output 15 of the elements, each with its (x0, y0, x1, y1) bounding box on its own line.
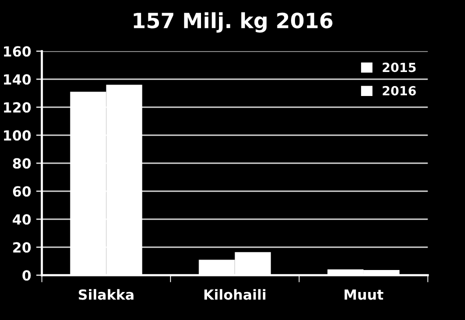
y-tick-label: 100 (4, 130, 31, 141)
x-tick-label: Silakka (78, 289, 134, 300)
y-tick-label: 120 (4, 102, 31, 113)
y-tick-label: 60 (12, 186, 31, 197)
x-tick-label: Muut (344, 290, 384, 300)
y-tick-label: 40 (12, 214, 31, 225)
y-tick-label: 160 (4, 46, 31, 57)
y-tick-label: 80 (12, 158, 31, 169)
y-tick-label: 20 (13, 242, 31, 253)
y-tick-label: 140 (4, 74, 31, 85)
chart-title: 157 Milj. kg 2016 (134, 12, 332, 33)
legend-label: 2015 (382, 62, 416, 72)
legend-label: 2016 (382, 86, 416, 96)
x-tick-label: Kilohaili (204, 289, 266, 300)
y-tick-label: 0 (22, 270, 31, 281)
